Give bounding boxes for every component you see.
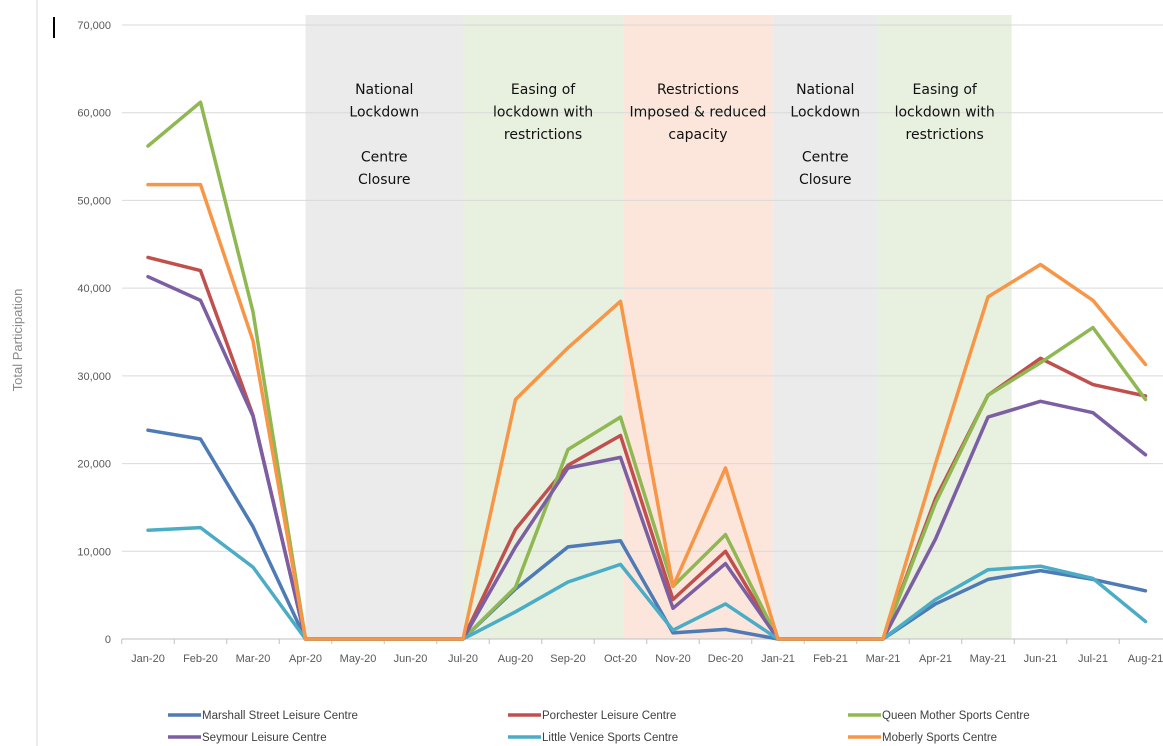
period-band-label: Closure	[358, 172, 410, 188]
legend: Marshall Street Leisure Centre Porchester…	[168, 710, 1030, 744]
y-tick-label: 10,000	[77, 546, 111, 558]
legend-label: Moberly Sports Centre	[882, 732, 997, 744]
x-tick-label: May-21	[970, 653, 1007, 665]
period-band-label: Centre	[361, 150, 408, 166]
x-tick-label: Aug-21	[1128, 653, 1163, 665]
series-line	[146, 182, 1148, 641]
period-band-label: Imposed & reduced	[630, 105, 767, 121]
period-bands	[305, 15, 1012, 639]
period-band	[772, 15, 878, 639]
period-band-label: lockdown with	[493, 105, 593, 121]
legend-label: Little Venice Sports Centre	[542, 732, 678, 744]
x-tick-label: Feb-20	[183, 653, 218, 665]
x-tick-label: Apr-20	[289, 653, 322, 665]
x-tick-label: Feb-21	[813, 653, 848, 665]
period-band-label: capacity	[668, 127, 727, 143]
y-tick-label: 70,000	[77, 20, 111, 32]
period-band	[877, 15, 1012, 639]
legend-label: Seymour Leisure Centre	[202, 732, 327, 744]
legend-label: Queen Mother Sports Centre	[882, 710, 1030, 722]
period-band-label: restrictions	[504, 127, 582, 143]
gridlines	[122, 24, 1163, 552]
period-band-label: National	[796, 82, 854, 98]
x-tick-label: Mar-21	[866, 653, 901, 665]
x-tick-label: Jun-20	[394, 653, 428, 665]
period-band-label: Lockdown	[790, 105, 860, 121]
period-band-label: Centre	[802, 150, 849, 166]
period-band-label: Closure	[799, 172, 851, 188]
period-band-label: Easing of	[511, 82, 576, 98]
period-band-label: Restrictions	[657, 82, 739, 98]
x-tick-label: Jan-20	[131, 653, 165, 665]
x-tick-label: Mar-20	[236, 653, 271, 665]
x-tick-label: Jul-21	[1078, 653, 1108, 665]
period-band-label: Easing of	[913, 82, 978, 98]
period-band-label: National	[355, 82, 413, 98]
period-band-label: restrictions	[906, 127, 984, 143]
period-band	[463, 15, 624, 639]
x-tick-label: Jan-21	[761, 653, 795, 665]
chart-frame	[36, 0, 55, 746]
period-band-label: Lockdown	[349, 105, 419, 121]
x-tick-label: Aug-20	[498, 653, 533, 665]
x-tick-label: Sep-20	[550, 653, 585, 665]
x-tick-label: Dec-20	[708, 653, 743, 665]
legend-label: Marshall Street Leisure Centre	[202, 710, 358, 722]
data-series	[146, 100, 1148, 641]
x-tick-label: Jul-20	[448, 653, 478, 665]
x-tick-label: Jun-21	[1024, 653, 1058, 665]
x-tick-label: May-20	[340, 653, 377, 665]
legend-label: Porchester Leisure Centre	[542, 710, 676, 722]
axes: 0 10,000 20,000 30,000 40,000 50,000 60,000 70,…	[77, 20, 1163, 665]
y-tick-label: 30,000	[77, 371, 111, 383]
y-tick-label: 40,000	[77, 283, 111, 295]
x-tick-label: Nov-20	[655, 653, 690, 665]
period-band	[305, 15, 463, 639]
y-tick-label: 60,000	[77, 108, 111, 120]
period-band-label: lockdown with	[895, 105, 995, 121]
y-axis-title: Total Participation	[10, 289, 25, 392]
y-tick-label: 50,000	[77, 195, 111, 207]
y-tick-label: 20,000	[77, 459, 111, 471]
x-tick-label: Oct-20	[604, 653, 637, 665]
period-band-labels: National Lockdown Centre Closure Easing of lo…	[349, 82, 994, 188]
x-tick-label: Apr-21	[919, 653, 952, 665]
y-tick-label: 0	[105, 634, 111, 646]
